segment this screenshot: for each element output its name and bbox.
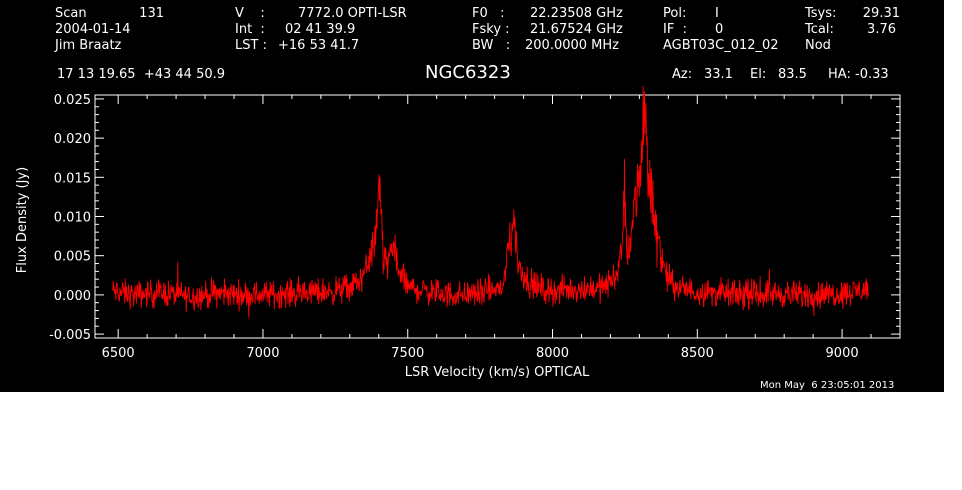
coordinates: 17 13 19.65 +43 44 50.9 xyxy=(57,67,226,82)
x-tick-label: 9000 xyxy=(826,346,859,361)
bw-value: 200.0000 MHz xyxy=(525,38,619,53)
x-tick-label: 8500 xyxy=(681,346,714,361)
plot-frame xyxy=(94,94,901,339)
el-value: 83.5 xyxy=(778,67,807,82)
tsys-value: 29.31 xyxy=(862,6,900,21)
pol-value: I xyxy=(715,6,719,21)
velocity-label: V : xyxy=(235,6,265,21)
chart-series xyxy=(111,85,869,318)
az-value: 33.1 xyxy=(704,67,733,82)
x-tick-label: 7500 xyxy=(391,346,424,361)
tcal-value: 3.76 xyxy=(867,22,896,37)
fsky-value: 21.67524 GHz xyxy=(530,22,623,37)
spectrum-chart: 6500 7000 7500 8000 8500 9000 -0.005 0.000 0.005… xyxy=(15,85,901,380)
y-tick-label: 0.020 xyxy=(54,132,91,147)
lst-value: +16 53 41.7 xyxy=(278,38,360,53)
y-tick-label: -0.005 xyxy=(49,328,91,343)
pol-label: Pol: xyxy=(663,6,687,21)
plot-timestamp: Mon May 6 23:05:01 2013 xyxy=(760,380,895,391)
y-tick-label: 0.005 xyxy=(54,250,91,265)
ha-label: HA: xyxy=(828,67,851,82)
x-tick-label: 6500 xyxy=(102,346,135,361)
y-tick-label: 0.010 xyxy=(54,211,91,226)
f0-label: F0 : xyxy=(472,6,505,21)
int-value: 02 41 39.9 xyxy=(285,22,356,37)
if-value: 0 xyxy=(715,22,724,37)
scan-number: 131 xyxy=(139,6,164,21)
obs-mode: Nod xyxy=(805,38,831,53)
x-axis-label: LSR Velocity (km/s) OPTICAL xyxy=(405,365,590,380)
obs-date: 2004-01-14 xyxy=(55,22,131,37)
y-tick-label: 0.025 xyxy=(54,93,91,108)
az-label: Az: xyxy=(672,67,693,82)
if-label: IF : xyxy=(663,22,687,37)
scan-label: Scan xyxy=(55,6,87,21)
tsys-label: Tsys: xyxy=(805,6,837,21)
int-label: Int : xyxy=(235,22,265,37)
spectrum-panel: Scan 131 2004-01-14 Jim Braatz 17 13 19.… xyxy=(0,0,944,392)
tcal-label: Tcal: xyxy=(805,22,834,37)
chart-ticks: 6500 7000 7500 8000 8500 9000 -0.005 0.000 0.005… xyxy=(49,93,900,361)
f0-value: 22.23508 GHz xyxy=(530,6,623,21)
y-tick-label: 0.015 xyxy=(54,171,91,186)
spectrum-line xyxy=(111,85,869,318)
fsky-label: Fsky : xyxy=(472,22,510,37)
project-id: AGBT03C_012_02 xyxy=(663,38,779,53)
observer: Jim Braatz xyxy=(55,38,122,53)
chart-axes xyxy=(94,94,901,339)
el-label: El: xyxy=(750,67,767,82)
ha-value: -0.33 xyxy=(855,67,889,82)
source-name: NGC6323 xyxy=(425,62,511,83)
y-tick-label: 0.000 xyxy=(54,289,91,304)
lst-label: LST : xyxy=(235,38,267,53)
velocity-value: 7772.0 OPTI-LSR xyxy=(298,6,407,21)
y-axis-label: Flux Density (Jy) xyxy=(15,167,30,273)
bw-label: BW : xyxy=(472,38,511,53)
x-tick-label: 8000 xyxy=(536,346,569,361)
x-tick-label: 7000 xyxy=(246,346,279,361)
